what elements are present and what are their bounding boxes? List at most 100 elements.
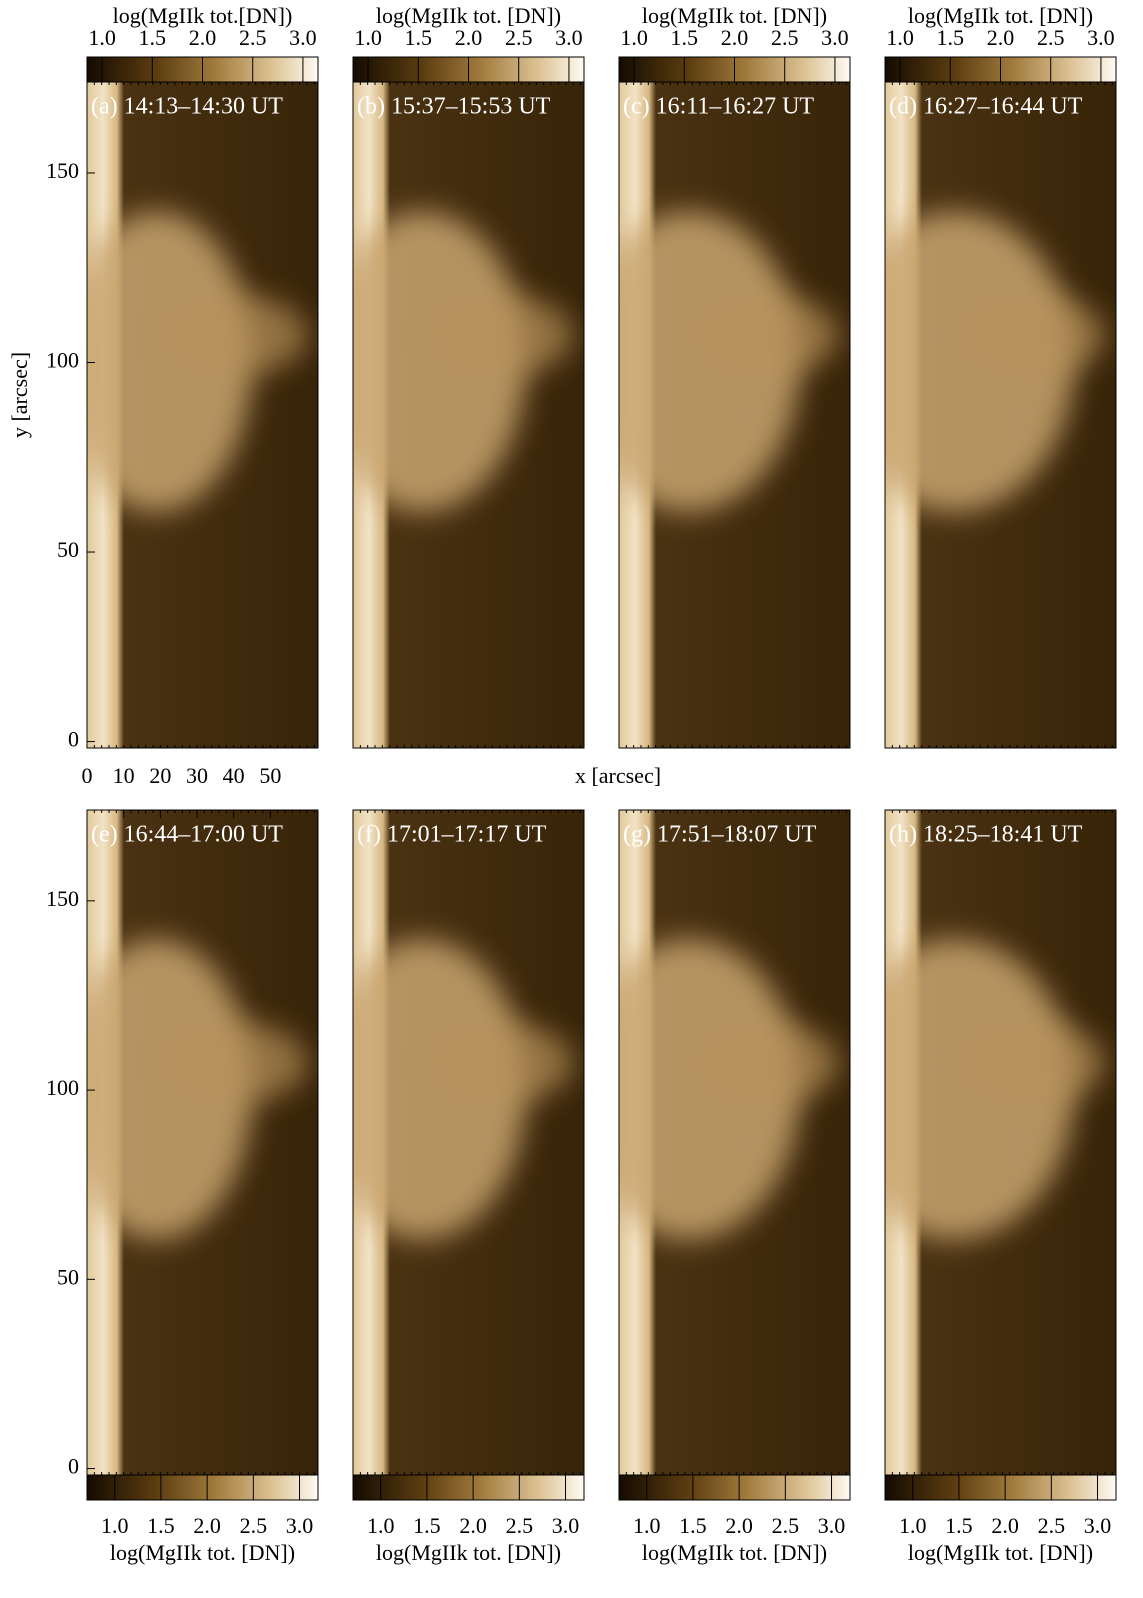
colorbar-tick-label: 3.0 [1084,1513,1112,1538]
x-tick-label: 50 [259,763,281,788]
colorbar-label: log(MgIIk tot. [DN]) [376,3,561,28]
colorbar-tick-label: 3.0 [1087,25,1115,50]
colorbar-label: log(MgIIk tot. [DN]) [908,3,1093,28]
colorbar-tick-label: 2.0 [193,1513,221,1538]
prominence [885,939,1074,1240]
colorbar-tick-label: 1.0 [886,25,914,50]
colorbar [618,1474,851,1501]
prominence [965,1022,1105,1103]
colorbar-tick-label: 1.0 [354,25,382,50]
colorbar-tick-label: 2.0 [987,25,1015,50]
panel: (c) 16:11–16:27 UT 1.0 1.5 2.0 2.5 3.0log(MgI… [618,3,851,749]
image [619,810,850,1475]
colorbar-tick-label: 2.5 [1038,1513,1066,1538]
x-tick-label: 40 [223,763,245,788]
colorbar [86,1474,319,1501]
colorbar-tick-label: 2.5 [771,25,799,50]
prominence [353,211,526,512]
colorbar-tick-label: 2.0 [721,25,749,50]
x-tick-label: 10 [113,763,135,788]
colorbar-tick-label: 1.5 [937,25,965,50]
prominence [353,939,526,1240]
panel-title: (c) 16:11–16:27 UT [623,94,814,120]
colorbar-tick-label: 1.5 [945,1513,973,1538]
colorbar-tick-label: 2.0 [725,1513,753,1538]
colorbar-tick-label: 1.0 [633,1513,661,1538]
panel-title: (f) 17:01–17:17 UT [357,822,547,848]
panel-title: (d) 16:27–16:44 UT [889,94,1083,120]
prominence [699,295,839,376]
panel: (d) 16:27–16:44 UT 1.0 1.5 2.0 2.5 3.0log(MgI… [884,3,1117,749]
y-tick-label: 0 [68,1454,79,1479]
colorbar-tick-label: 3.0 [555,25,583,50]
colorbar-tick-label: 1.5 [413,1513,441,1538]
y-tick-label: 100 [46,348,79,373]
colorbar-tick-label: 1.5 [139,25,167,50]
colorbar-tick-label: 2.0 [459,1513,487,1538]
panel: (f) 17:01–17:17 UT 1.0 1.5 2.0 2.5 3.0log(MgI… [352,809,585,1565]
colorbar-tick-label: 3.0 [286,1513,314,1538]
panel: (b) 15:37–15:53 UT 1.0 1.5 2.0 2.5 3.0log(MgI… [352,3,585,749]
y-tick-label: 100 [46,1075,79,1100]
colorbar-tick-label: 1.5 [405,25,433,50]
prominence [433,1022,573,1103]
prominence [619,211,800,512]
panel-title: (b) 15:37–15:53 UT [357,94,551,120]
y-axis-label: y [arcsec] [7,352,32,438]
x-tick-label: 20 [149,763,171,788]
prominence [167,295,307,376]
colorbar-label: log(MgIIk tot. [DN]) [110,1540,295,1565]
colorbar-tick-label: 3.0 [821,25,849,50]
image [353,82,584,748]
colorbar-tick-label: 2.5 [772,1513,800,1538]
panel: (a) 14:13–14:30 UT 1.0 1.5 2.0 2.5 3.0log(MgI… [7,3,319,752]
panel: (g) 17:51–18:07 UT 1.0 1.5 2.0 2.5 3.0log(MgI… [618,809,851,1565]
colorbar [884,1474,1117,1501]
panel-title: (e) 16:44–17:00 UT [91,822,283,848]
panel-title: (g) 17:51–18:07 UT [623,822,817,848]
x-tick-label: 0 [82,763,93,788]
image [87,82,318,748]
prominence [885,211,1074,512]
panel: (e) 16:44–17:00 UT1.0 1.5 2.0 2.5 3.0log(MgI… [46,763,661,1565]
image [885,82,1116,748]
colorbar-label: log(MgIIk tot.[DN]) [113,3,293,28]
colorbar-tick-label: 1.0 [367,1513,395,1538]
colorbar-tick-label: 1.0 [899,1513,927,1538]
colorbar [352,1474,585,1501]
image [619,82,850,748]
colorbar-tick-label: 2.0 [991,1513,1019,1538]
colorbar-label: log(MgIIk tot. [DN]) [376,1540,561,1565]
colorbar-tick-label: 1.0 [101,1513,129,1538]
panel-title: (a) 14:13–14:30 UT [91,94,283,120]
prominence [433,295,573,376]
colorbar-tick-label: 1.0 [88,25,116,50]
colorbar-label: log(MgIIk tot. [DN]) [908,1540,1093,1565]
colorbar-tick-label: 3.0 [289,25,317,50]
colorbar-label: log(MgIIk tot. [DN]) [642,1540,827,1565]
image [353,810,584,1475]
prominence [167,1022,307,1103]
colorbar-tick-label: 3.0 [818,1513,846,1538]
image [87,810,318,1475]
panel: (h) 18:25–18:41 UT 1.0 1.5 2.0 2.5 3.0log(MgI… [884,809,1117,1565]
colorbar-tick-label: 1.5 [679,1513,707,1538]
x-axis-label: x [arcsec] [575,763,661,788]
colorbar-tick-label: 2.0 [455,25,483,50]
y-tick-label: 50 [57,1264,79,1289]
x-tick-label: 30 [186,763,208,788]
panel-title: (h) 18:25–18:41 UT [889,822,1083,848]
prominence [699,1022,839,1103]
colorbar-tick-label: 2.5 [240,1513,268,1538]
prominence [87,211,252,512]
colorbar-tick-label: 2.5 [239,25,267,50]
y-tick-label: 150 [46,158,79,183]
prominence [619,939,800,1240]
colorbar-label: log(MgIIk tot. [DN]) [642,3,827,28]
image [885,810,1116,1475]
colorbar-tick-label: 2.5 [506,1513,534,1538]
colorbar-tick-label: 1.5 [147,1513,175,1538]
colorbar-tick-label: 1.5 [671,25,699,50]
colorbar-tick-label: 1.0 [620,25,648,50]
